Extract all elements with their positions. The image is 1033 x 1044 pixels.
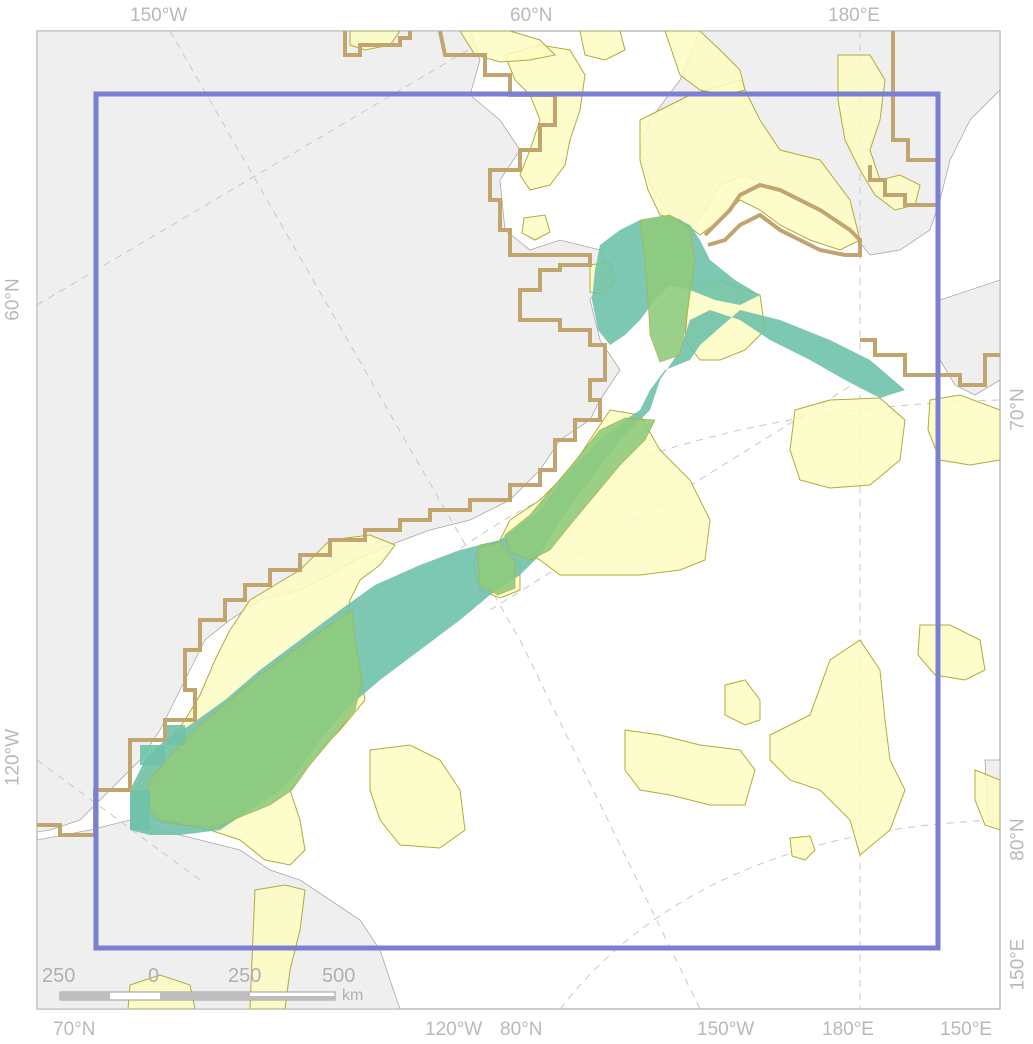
label-bottom-80n: 80°N xyxy=(500,1019,543,1040)
label-bottom-180e: 180°E xyxy=(822,1019,874,1040)
label-bottom-70n: 70°N xyxy=(53,1019,96,1040)
scale-bar xyxy=(59,991,336,1001)
brown-boundary-line-east xyxy=(703,182,862,257)
label-top-60n: 60°N xyxy=(510,5,553,26)
brown-boundary-line xyxy=(37,31,607,837)
teal-cells-west xyxy=(130,725,185,830)
label-bottom-150e: 150°E xyxy=(940,1019,992,1040)
scale-label-500: 500 xyxy=(322,965,356,987)
brown-boundary-line-arctic xyxy=(860,338,1000,387)
label-right-70n: 70°N xyxy=(1007,388,1029,431)
overlap-areas xyxy=(144,214,696,829)
brown-boundary-line-top xyxy=(343,31,412,57)
label-left-60n: 60°N xyxy=(2,278,24,321)
scale-label-250-left: 250 xyxy=(42,965,76,987)
brown-boundary-line-northeast xyxy=(868,31,940,207)
label-right-80n: 80°N xyxy=(1007,818,1029,861)
label-bottom-120w: 120°W xyxy=(425,1019,483,1040)
label-top-150w: 150°W xyxy=(130,5,188,26)
scale-label-250: 250 xyxy=(228,965,262,987)
label-right-150e: 150°E xyxy=(1007,938,1029,991)
scale-label-0: 0 xyxy=(148,965,160,987)
study-area-box xyxy=(93,91,941,951)
label-left-120w: 120°W xyxy=(2,728,24,787)
scale-label-unit: km xyxy=(342,987,364,1004)
label-top-180e: 180°E xyxy=(828,5,880,26)
label-bottom-150w: 150°W xyxy=(697,1019,755,1040)
